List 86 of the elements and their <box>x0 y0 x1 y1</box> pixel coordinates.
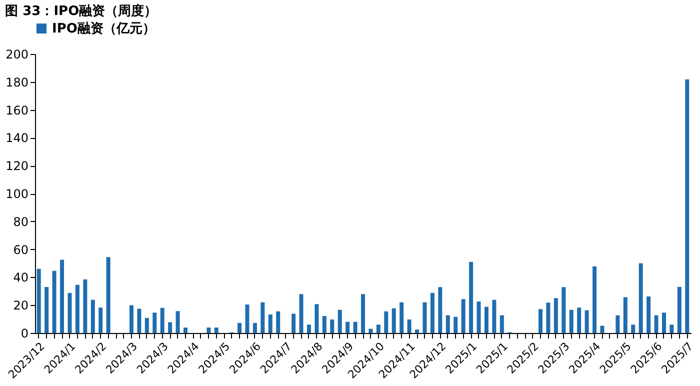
y-tick-label: 80 <box>13 214 28 229</box>
bar <box>415 330 420 333</box>
bar <box>98 308 103 333</box>
bar <box>631 324 636 333</box>
bar <box>469 262 474 333</box>
bar <box>638 263 643 333</box>
legend-label: IPO融资（亿元） <box>52 22 156 36</box>
bar <box>670 324 674 333</box>
bar <box>83 279 88 333</box>
bar <box>160 308 164 333</box>
bar <box>623 297 628 333</box>
bar <box>346 322 350 333</box>
bar <box>353 322 358 333</box>
bar <box>685 79 690 333</box>
bar <box>454 316 458 333</box>
chart-title: 图 33：IPO融资（周度） <box>5 3 158 19</box>
bar <box>492 300 496 333</box>
bar <box>592 266 597 333</box>
bar <box>677 286 682 333</box>
y-tick-label: 0 <box>20 326 28 340</box>
y-tick-label: 100 <box>6 187 28 201</box>
bar <box>538 309 543 333</box>
y-tick-label: 120 <box>6 159 28 174</box>
bar <box>476 301 481 333</box>
bar <box>260 302 265 333</box>
bar <box>430 292 434 333</box>
bar <box>314 304 319 333</box>
bar <box>176 311 180 333</box>
bar <box>106 257 110 333</box>
bar <box>330 319 334 333</box>
bar <box>245 304 250 333</box>
bar <box>407 319 412 333</box>
bar <box>461 299 466 333</box>
bar <box>446 315 450 333</box>
bar <box>214 328 218 333</box>
bar <box>422 302 427 333</box>
bar <box>90 300 95 333</box>
bar <box>36 268 41 333</box>
bar <box>183 328 188 333</box>
y-tick-label: 20 <box>13 298 28 313</box>
y-tick-label: 40 <box>13 270 28 285</box>
bar <box>44 286 49 333</box>
y-tick-label: 60 <box>13 242 28 257</box>
bar <box>616 315 620 333</box>
bar <box>144 318 149 333</box>
bar <box>268 314 272 333</box>
bar <box>654 315 658 333</box>
bar <box>368 328 373 333</box>
bar <box>299 294 304 333</box>
bar <box>662 312 666 333</box>
bar <box>500 315 504 333</box>
bar <box>384 311 388 333</box>
y-tick-label: 160 <box>6 103 28 118</box>
bar <box>129 305 134 333</box>
bar <box>68 292 72 333</box>
bar <box>168 322 172 333</box>
bar <box>584 310 589 333</box>
bar <box>292 314 296 333</box>
bar <box>400 302 404 333</box>
bar <box>206 328 211 333</box>
bar <box>52 270 56 333</box>
bar <box>546 302 550 333</box>
y-tick-label: 140 <box>6 131 28 146</box>
bar <box>322 316 326 333</box>
bar <box>392 308 396 333</box>
bar <box>338 310 342 333</box>
bar <box>569 310 574 333</box>
bar <box>306 324 311 333</box>
bar <box>75 284 80 333</box>
bar <box>137 308 142 333</box>
bar <box>554 298 558 333</box>
bar <box>361 294 365 333</box>
bar <box>60 260 64 333</box>
bar <box>577 308 582 333</box>
bar <box>600 326 604 333</box>
bar <box>252 322 257 333</box>
bar <box>484 306 488 333</box>
y-tick-label: 180 <box>6 75 28 90</box>
bar <box>438 287 442 333</box>
y-tick-label: 200 <box>6 48 28 62</box>
bar <box>376 324 380 333</box>
bar <box>152 312 157 333</box>
bar <box>238 322 242 333</box>
bar <box>276 311 280 333</box>
bar <box>646 296 651 333</box>
bar <box>562 287 566 333</box>
